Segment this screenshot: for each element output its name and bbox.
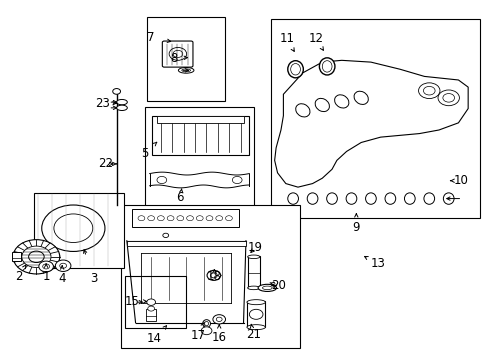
Circle shape xyxy=(41,205,105,251)
Ellipse shape xyxy=(384,193,395,204)
Ellipse shape xyxy=(295,104,309,117)
Bar xyxy=(271,19,479,217)
Ellipse shape xyxy=(423,193,434,204)
Circle shape xyxy=(39,261,53,272)
Text: 13: 13 xyxy=(370,257,385,270)
FancyBboxPatch shape xyxy=(162,41,193,67)
Circle shape xyxy=(146,299,155,305)
Ellipse shape xyxy=(306,193,317,204)
Ellipse shape xyxy=(247,255,259,258)
Circle shape xyxy=(55,260,71,271)
Text: 17: 17 xyxy=(190,329,205,342)
Bar xyxy=(125,276,186,328)
Circle shape xyxy=(13,240,60,274)
Ellipse shape xyxy=(334,95,348,108)
Circle shape xyxy=(437,90,458,106)
Text: 16: 16 xyxy=(211,331,226,344)
Text: 2: 2 xyxy=(15,270,22,283)
Text: 12: 12 xyxy=(308,32,323,45)
Circle shape xyxy=(113,89,120,94)
Text: 1: 1 xyxy=(42,270,50,283)
Ellipse shape xyxy=(315,98,329,112)
Ellipse shape xyxy=(116,99,127,105)
Circle shape xyxy=(418,83,439,99)
Ellipse shape xyxy=(258,284,276,292)
Text: 11: 11 xyxy=(279,32,294,45)
Text: 14: 14 xyxy=(147,333,162,346)
Text: 20: 20 xyxy=(270,279,285,292)
Text: 10: 10 xyxy=(452,174,468,187)
Ellipse shape xyxy=(326,193,337,204)
Bar xyxy=(246,301,265,327)
Ellipse shape xyxy=(365,193,375,204)
Text: 5: 5 xyxy=(141,147,148,160)
Text: 23: 23 xyxy=(95,97,110,110)
Bar xyxy=(131,209,238,227)
Bar xyxy=(34,193,124,267)
Text: 3: 3 xyxy=(90,272,97,285)
Circle shape xyxy=(22,246,51,267)
Bar xyxy=(247,256,260,288)
Bar xyxy=(157,116,244,123)
Ellipse shape xyxy=(287,193,298,204)
Circle shape xyxy=(212,315,225,324)
Text: 21: 21 xyxy=(245,328,260,341)
Text: 7: 7 xyxy=(147,31,155,44)
Ellipse shape xyxy=(287,61,303,78)
Ellipse shape xyxy=(346,193,356,204)
Bar xyxy=(126,241,245,246)
Text: 19: 19 xyxy=(247,241,262,255)
Bar xyxy=(12,252,21,261)
Ellipse shape xyxy=(116,105,127,111)
Ellipse shape xyxy=(178,67,194,73)
Circle shape xyxy=(206,270,220,280)
Polygon shape xyxy=(274,60,467,187)
Bar xyxy=(144,107,254,208)
Text: 15: 15 xyxy=(124,295,139,308)
Ellipse shape xyxy=(202,320,210,328)
Text: 18: 18 xyxy=(206,270,222,283)
Ellipse shape xyxy=(353,91,367,104)
Text: 22: 22 xyxy=(98,157,113,170)
Ellipse shape xyxy=(319,58,334,75)
Ellipse shape xyxy=(443,193,453,204)
Text: 4: 4 xyxy=(58,272,66,285)
Ellipse shape xyxy=(246,325,265,330)
Text: 6: 6 xyxy=(176,192,183,204)
Bar xyxy=(147,18,224,102)
Circle shape xyxy=(163,233,168,238)
Circle shape xyxy=(35,248,60,266)
Ellipse shape xyxy=(404,193,414,204)
Bar xyxy=(152,116,249,155)
Circle shape xyxy=(147,306,154,311)
Circle shape xyxy=(201,327,211,335)
Text: 8: 8 xyxy=(170,52,177,65)
Bar xyxy=(120,205,300,348)
Text: 9: 9 xyxy=(352,221,359,234)
Bar xyxy=(146,309,156,321)
Ellipse shape xyxy=(246,300,265,305)
Ellipse shape xyxy=(247,286,259,290)
Circle shape xyxy=(29,251,44,262)
